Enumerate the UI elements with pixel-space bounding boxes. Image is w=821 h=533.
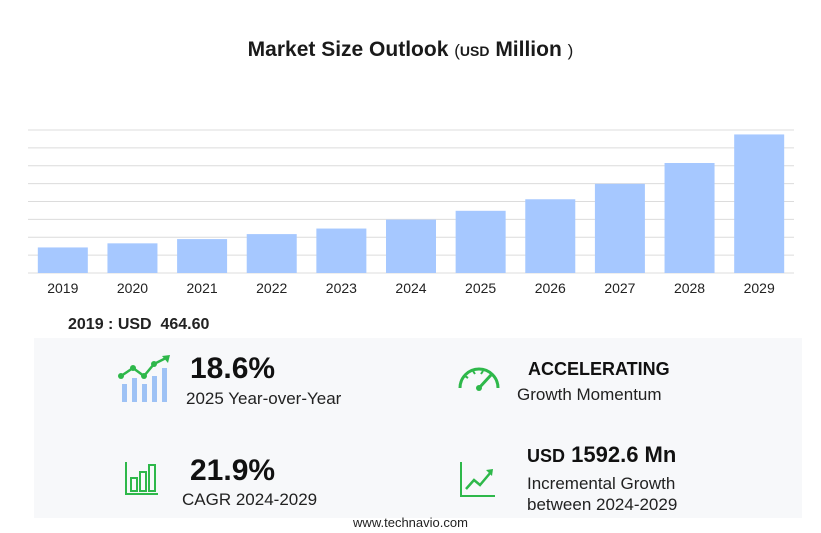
incremental-amount: 1592.6 Mn: [571, 442, 677, 467]
title-close-paren: ): [567, 41, 574, 60]
cagr-value: 21.9%: [190, 454, 276, 487]
chart-title: Market Size Outlook (USD Million ): [0, 38, 821, 62]
base-year-value: 2019 : USD 464.60: [68, 316, 210, 333]
x-tick-label: 2029: [744, 280, 775, 296]
x-tick-label: 2027: [604, 280, 635, 296]
bar-2028: [664, 163, 715, 273]
yoy-label: 2025 Year-over-Year: [186, 389, 342, 408]
bar-2020: [107, 243, 158, 273]
trend-up-icon: [460, 462, 495, 497]
x-tick-label: 2020: [117, 280, 148, 296]
title-unit: Million: [495, 38, 562, 61]
incremental-label: Incremental Growth between 2024-2029: [527, 473, 677, 515]
bar-chart: 2019 2020 2021 2022 2023 2024 2025 2026 2027 2028…: [28, 129, 794, 296]
incremental-value: USD 1592.6 Mn: [527, 442, 676, 468]
x-tick-label: 2022: [256, 280, 287, 296]
incremental-prefix: USD: [527, 446, 566, 466]
title-main: Market Size Outlook: [247, 38, 449, 61]
x-tick-label: 2024: [395, 280, 426, 296]
title-open-paren: (: [454, 41, 460, 60]
bar-2021: [177, 239, 228, 273]
momentum-value: ACCELERATING: [528, 359, 670, 379]
incremental-label-line2: between 2024-2029: [527, 495, 678, 514]
bar-2029: [734, 134, 785, 273]
x-tick-label: 2025: [465, 280, 496, 296]
x-tick-label: 2019: [47, 280, 78, 296]
speedometer-icon: [458, 367, 500, 391]
source-footer: www.technavio.com: [353, 515, 468, 530]
momentum-label: Growth Momentum: [517, 385, 662, 404]
bar-chart-icon: [125, 462, 158, 495]
bar-2026: [525, 199, 576, 273]
x-tick-label: 2021: [187, 280, 218, 296]
bar-2027: [594, 183, 645, 273]
bar-2024: [386, 219, 436, 273]
bar-2025: [455, 210, 506, 273]
bar-2023: [316, 228, 367, 273]
growth-chart-icon: [118, 355, 170, 402]
bar-2022: [246, 234, 297, 273]
x-tick-label: 2023: [326, 280, 357, 296]
yoy-value: 18.6%: [190, 352, 276, 385]
x-tick-label: 2026: [535, 280, 566, 296]
incremental-label-line1: Incremental Growth: [527, 474, 676, 493]
bar-2019: [37, 247, 88, 273]
cagr-label: CAGR 2024-2029: [182, 490, 318, 509]
x-tick-label: 2028: [674, 280, 705, 296]
title-unit-prefix: USD: [459, 43, 490, 59]
